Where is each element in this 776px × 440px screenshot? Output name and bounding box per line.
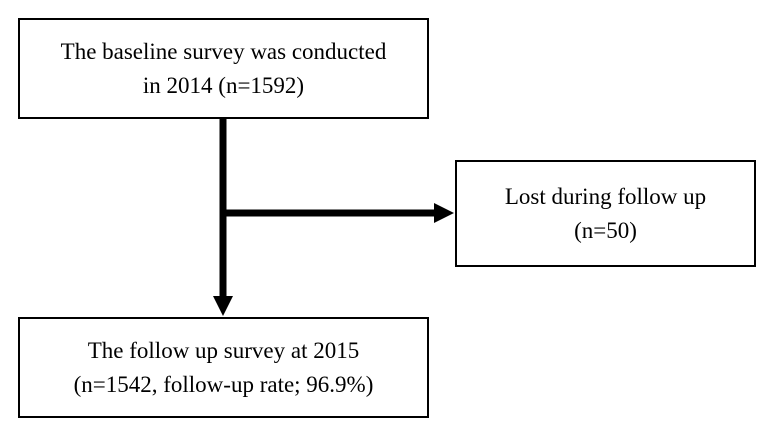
- down-arrowhead: [213, 296, 233, 316]
- lost-follow-up-box: Lost during follow up (n=50): [455, 160, 756, 267]
- follow-up-survey-box: The follow up survey at 2015 (n=1542, fo…: [18, 317, 429, 418]
- follow-up-survey-text-line1: The follow up survey at 2015: [87, 337, 360, 363]
- baseline-survey-text-line2: in 2014 (n=1592): [142, 72, 305, 98]
- follow-up-survey-text-line2: (n=1542, follow-up rate; 96.9%): [73, 371, 374, 397]
- lost-follow-up-text-line2: (n=50): [574, 217, 637, 243]
- baseline-survey-box: The baseline survey was conducted in 201…: [18, 18, 429, 119]
- lost-follow-up-text-line1: Lost during follow up: [504, 183, 707, 209]
- baseline-survey-text-line1: The baseline survey was conducted: [60, 38, 387, 64]
- right-arrowhead: [434, 203, 454, 223]
